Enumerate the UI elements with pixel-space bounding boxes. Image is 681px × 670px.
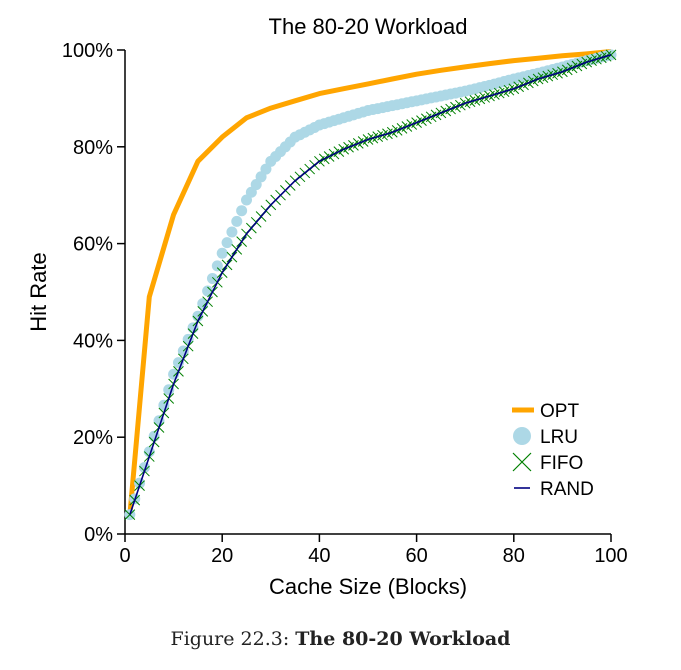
x-tick-label: 40 [308, 545, 330, 567]
fifo-point [124, 509, 136, 520]
x-axis-label: Cache Size (Blocks) [269, 574, 467, 599]
x-tick-label: 0 [119, 545, 130, 567]
figure-caption: Figure 22.3: The 80-20 Workload [0, 628, 681, 650]
legend-swatch-lru [513, 427, 531, 445]
y-tick-label: 100% [62, 40, 113, 62]
legend-label-rand: RAND [540, 479, 594, 500]
lru-point [182, 333, 194, 345]
lru-point [236, 205, 248, 217]
x-tick-label: 100 [594, 545, 627, 567]
x-tick-label: 80 [503, 545, 525, 567]
lru-point [206, 272, 218, 284]
series-fifo-markers [124, 49, 617, 520]
y-tick-label: 0% [84, 524, 113, 546]
caption-title: The 80-20 Workload [295, 628, 511, 650]
legend-label-fifo: FIFO [540, 453, 583, 474]
lru-point [226, 226, 238, 238]
legend: OPT LRU FIFO RAND [512, 401, 594, 500]
y-tick-label: 80% [73, 137, 113, 159]
chart: The 80-20 Workload 0% 20% 40% 60% 80% 100% 0 20 4… [26, 14, 628, 599]
legend-label-opt: OPT [540, 401, 579, 422]
series-lru-markers [124, 49, 617, 521]
y-axis-label: Hit Rate [26, 252, 51, 331]
y-tick-label: 40% [73, 330, 113, 352]
legend-label-lru: LRU [540, 427, 578, 448]
y-tick-label: 60% [73, 234, 113, 256]
lru-point [216, 247, 228, 259]
lru-point [231, 215, 243, 227]
legend-swatch-fifo [512, 452, 532, 472]
x-tick-label: 60 [405, 545, 427, 567]
y-tick-label: 20% [73, 427, 113, 449]
lru-point [211, 260, 223, 272]
caption-prefix: Figure 22.3: [170, 628, 296, 650]
chart-title: The 80-20 Workload [269, 14, 468, 39]
series-opt-line [127, 49, 612, 515]
series-rand-line [129, 54, 612, 515]
x-tick-label: 20 [211, 545, 233, 567]
lru-point [221, 237, 233, 249]
